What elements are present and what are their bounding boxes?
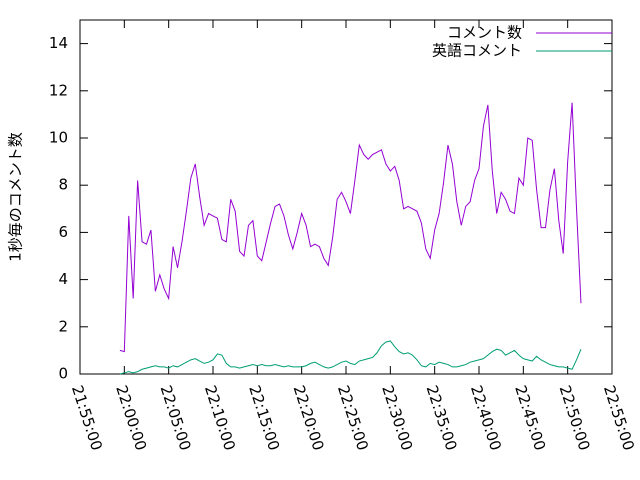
y-tick-label: 0 [58, 365, 68, 383]
series-line [119, 102, 582, 353]
y-axis-label: 1秒毎のコメント数 [7, 132, 25, 262]
y-tick-label: 14 [49, 34, 68, 52]
x-tick-label: 22:25:00 [334, 383, 372, 453]
y-tick-label: 6 [58, 223, 68, 241]
x-tick-label: 21:55:00 [68, 383, 106, 453]
x-tick-label: 22:15:00 [245, 383, 283, 453]
x-tick-label: 22:30:00 [378, 383, 416, 453]
plot-frame [79, 19, 613, 375]
y-tick-label: 8 [58, 176, 68, 194]
x-tick-label: 22:35:00 [423, 383, 461, 453]
y-tick-label: 10 [49, 129, 68, 147]
x-tick-label: 22:40:00 [467, 383, 505, 453]
y-tick-label: 12 [49, 81, 68, 99]
x-tick-label: 22:50:00 [556, 383, 594, 453]
x-tick-label: 22:05:00 [157, 383, 195, 453]
series-line [119, 340, 582, 375]
y-tick-label: 4 [58, 270, 68, 288]
x-tick-label: 22:20:00 [290, 383, 328, 453]
legend-label: コメント数 [447, 24, 522, 42]
legend-label: 英語コメント [432, 42, 522, 60]
x-tick-label: 22:45:00 [511, 383, 549, 453]
x-tick-label: 22:55:00 [600, 383, 638, 453]
x-tick-label: 22:10:00 [201, 383, 239, 453]
x-tick-label: 22:00:00 [112, 383, 150, 453]
y-tick-label: 2 [58, 317, 68, 335]
